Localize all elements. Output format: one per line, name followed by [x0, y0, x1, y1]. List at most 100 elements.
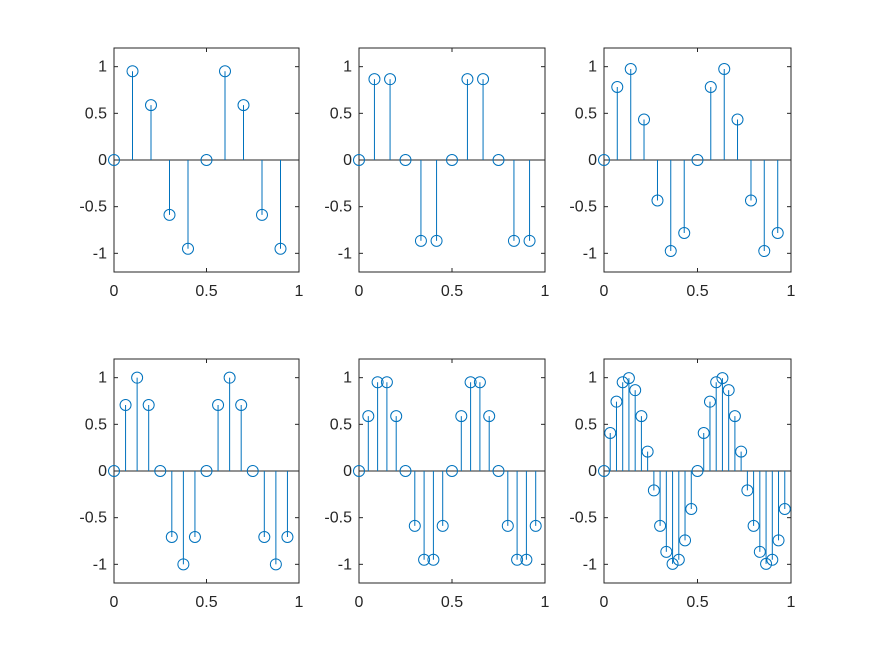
x-tick-label: 0.5 — [195, 283, 217, 300]
stem-marker — [108, 465, 120, 477]
stem-marker — [664, 245, 677, 257]
stem-marker — [616, 376, 629, 389]
stem-marker — [145, 99, 157, 112]
stem-marker — [641, 445, 654, 458]
y-tick-label: -0.5 — [569, 510, 597, 527]
stem-marker — [200, 465, 213, 477]
stem-marker — [223, 371, 236, 384]
stem-marker — [219, 65, 231, 78]
stem-marker — [660, 545, 673, 558]
stem-marker — [446, 465, 458, 477]
y-tick-label: -0.5 — [79, 510, 107, 527]
y-tick-label: 0.5 — [330, 105, 352, 122]
x-tick-label: 1 — [295, 594, 304, 611]
stem-marker — [718, 63, 731, 75]
x-tick-label: 1 — [787, 594, 796, 611]
stem-marker — [414, 234, 427, 247]
stem-marker — [760, 557, 773, 570]
stem-marker — [436, 519, 449, 532]
y-tick-label: 1 — [343, 59, 352, 76]
y-tick-label: 0.5 — [85, 416, 107, 433]
x-tick-label: 0.5 — [441, 283, 463, 300]
subplot-2: -1 -0.5 0 0.5 1 0 0.5 1 — [324, 47, 550, 300]
stem-marker — [507, 234, 520, 247]
y-tick-label: 0.5 — [575, 416, 597, 433]
y-tick-label: 0.5 — [575, 105, 597, 122]
stem-marker — [362, 410, 375, 423]
stem-marker — [163, 208, 176, 221]
stem-marker — [771, 226, 784, 239]
stem-marker — [691, 465, 704, 477]
y-tick-label: 0 — [98, 152, 107, 169]
stem-marker — [108, 154, 120, 166]
y-tick-label: 0 — [343, 463, 352, 480]
stem-marker — [722, 384, 735, 397]
subplot-3: -1 -0.5 0 0.5 1 0 0.5 1 — [569, 47, 796, 300]
stem-marker — [464, 376, 477, 389]
stem-marker — [638, 113, 651, 126]
y-tick-label: 0 — [98, 463, 107, 480]
stem-marker — [710, 376, 723, 389]
y-tick-label: 0.5 — [330, 416, 352, 433]
stem-marker — [766, 553, 779, 566]
y-tick-label: 1 — [343, 370, 352, 387]
stem-marker — [258, 530, 271, 543]
y-tick-label: 1 — [98, 370, 107, 387]
stem-marker — [274, 242, 287, 255]
stem-marker — [154, 465, 167, 477]
stem-marker — [188, 530, 201, 543]
stem-marker — [408, 519, 421, 532]
stem-marker — [678, 226, 691, 239]
stem-marker — [501, 519, 514, 532]
stem-marker — [126, 65, 139, 78]
stem-marker — [704, 81, 717, 94]
stem-marker — [212, 399, 225, 412]
stem-marker — [753, 545, 766, 558]
stem-marker — [635, 410, 648, 423]
stem-marker — [731, 113, 744, 126]
stem-marker — [281, 530, 294, 543]
y-tick-label: -0.5 — [79, 199, 107, 216]
stem-marker — [520, 553, 533, 566]
subplot-5: -1 -0.5 0 0.5 1 0 0.5 1 — [324, 358, 550, 611]
y-tick-label: -1 — [93, 556, 107, 573]
x-tick-label: 0.5 — [686, 594, 708, 611]
stem-marker — [418, 553, 431, 566]
stem-marker — [455, 410, 468, 423]
subplot-4: -1 -0.5 0 0.5 1 0 0.5 1 — [79, 358, 304, 611]
y-tick-label: -1 — [93, 245, 107, 262]
y-tick-label: 1 — [588, 370, 597, 387]
x-tick-label: 1 — [541, 594, 550, 611]
stem-marker — [119, 399, 132, 412]
x-tick-label: 1 — [787, 283, 796, 300]
stem-marker — [427, 553, 440, 566]
y-tick-label: 0.5 — [85, 105, 107, 122]
stem-marker — [492, 154, 505, 166]
stem-marker — [666, 557, 679, 570]
stem-marker — [610, 395, 623, 408]
stem-marker — [353, 465, 365, 477]
stem-marker — [728, 410, 741, 423]
y-tick-label: -0.5 — [324, 510, 352, 527]
y-tick-label: -1 — [583, 556, 597, 573]
y-tick-label: 1 — [588, 59, 597, 76]
stem-marker — [672, 553, 685, 566]
y-tick-label: 0 — [343, 152, 352, 169]
subplot-6: -1 -0.5 0 0.5 1 0 0.5 1 — [569, 358, 796, 611]
stem-marker — [477, 73, 490, 86]
stem-marker — [353, 154, 365, 166]
stem-marker — [511, 553, 524, 566]
x-tick-label: 0 — [110, 594, 119, 611]
stem-marker — [758, 245, 771, 257]
stem-marker — [604, 427, 617, 440]
stem-marker — [654, 519, 667, 532]
stem-marker — [399, 154, 412, 166]
y-tick-label: -1 — [583, 245, 597, 262]
stem-marker — [256, 208, 268, 221]
y-tick-label: -0.5 — [569, 199, 597, 216]
stem-marker — [691, 154, 704, 166]
x-tick-label: 0 — [110, 283, 119, 300]
stem-marker — [235, 399, 248, 412]
subplot-grid: -1 -0.5 0 0.5 1 0 0.5 1 -1 -0.5 0 0.5 1 0 0.5 1 -1 -0.5 0 0… — [79, 47, 796, 611]
